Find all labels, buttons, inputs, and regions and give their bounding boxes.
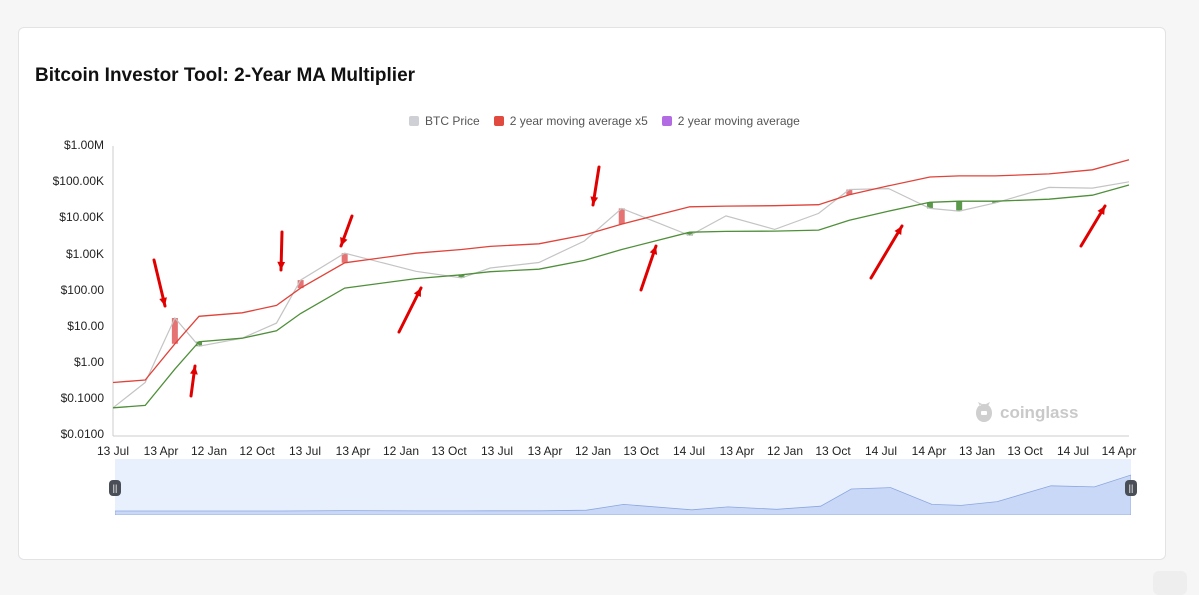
x-tick-label: 14 Apr (1101, 444, 1137, 458)
annotation-arrow (869, 224, 904, 280)
y-tick-label: $0.0100 (60, 427, 104, 441)
legend-label-ma: 2 year moving average (677, 114, 800, 128)
x-tick-label: 13 Jul (288, 444, 322, 458)
annotation-arrow (397, 286, 423, 334)
x-tick-label: 13 Apr (719, 444, 755, 458)
x-tick-label: 13 Oct (623, 444, 659, 458)
y-tick-label: $0.1000 (60, 391, 104, 405)
legend-item-ma[interactable]: 2 year moving average (661, 114, 800, 128)
annotation-arrowhead (190, 366, 198, 375)
x-tick-label: 13 Apr (527, 444, 563, 458)
legend-swatch-ma-x5 (493, 116, 504, 126)
navigator-series (114, 474, 1132, 516)
annotation-arrowhead (277, 261, 286, 270)
x-tick-label: 13 Oct (1007, 444, 1043, 458)
legend-swatch-btc-price (409, 116, 419, 126)
watermark-text: coinglass (1000, 403, 1079, 422)
y-tick-label: $1.00M (63, 138, 104, 152)
x-tick-label: 14 Apr (911, 444, 947, 458)
x-tick-label: 13 Apr (335, 444, 371, 458)
x-tick-label: 12 Jan (382, 444, 420, 458)
chart-title: Bitcoin Investor Tool: 2-Year MA Multipl… (35, 65, 416, 86)
legend-swatch-ma (661, 116, 672, 126)
chart-plot-area (112, 146, 1130, 437)
y-tick-label: $10.00K (59, 210, 104, 224)
x-tick-label: 14 Jul (672, 444, 706, 458)
x-tick-label: 12 Jan (190, 444, 228, 458)
x-tick-label: 12 Jan (574, 444, 612, 458)
ma-line (112, 184, 1130, 409)
y-tick-label: $10.00 (67, 319, 104, 333)
coinglass-logo-icon (976, 402, 992, 422)
x-tick-label: 14 Jul (1056, 444, 1090, 458)
navigator-area (114, 474, 1132, 516)
x-tick-label: 12 Jan (766, 444, 804, 458)
x-tick-label: 12 Oct (239, 444, 275, 458)
legend: BTC Price 2 year moving average x5 2 yea… (409, 113, 800, 129)
x-tick-label: 13 Jan (958, 444, 996, 458)
x-tick-label: 14 Jul (864, 444, 898, 458)
corner-button[interactable] (1153, 571, 1187, 595)
y-tick-label: $100.00 (60, 283, 104, 297)
annotation-arrowhead (159, 297, 167, 306)
x-tick-label: 13 Jul (480, 444, 514, 458)
x-tick-label: 13 Oct (815, 444, 851, 458)
legend-label-ma-x5: 2 year moving average x5 (509, 114, 648, 128)
legend-item-ma-x5[interactable]: 2 year moving average x5 (493, 114, 648, 128)
chart-card: Bitcoin Investor Tool: 2-Year MA Multipl… (18, 27, 1166, 560)
navigator-handle-right[interactable]: || (1125, 480, 1137, 496)
y-tick-label: $1.00 (73, 355, 104, 369)
x-tick-label: 13 Apr (143, 444, 179, 458)
annotation-arrowhead (894, 226, 902, 235)
legend-label-btc-price: BTC Price (425, 114, 480, 128)
btc-price-line (112, 181, 1130, 409)
annotation-arrowhead (413, 288, 421, 297)
annotation-arrowhead (590, 196, 599, 205)
watermark: coinglass (974, 402, 1078, 424)
navigator-handle-left[interactable]: || (109, 480, 121, 496)
y-tick-label: $100.00K (52, 174, 104, 188)
annotation-arrowhead (1097, 206, 1105, 215)
annotation-arrowhead (340, 237, 348, 246)
y-tick-label: $1.00K (65, 247, 104, 261)
legend-item-btc-price[interactable]: BTC Price (409, 114, 480, 128)
x-tick-label: 13 Jul (96, 444, 130, 458)
x-tick-label: 13 Oct (431, 444, 467, 458)
ma-x5-line (112, 159, 1130, 384)
range-navigator[interactable] (114, 459, 1132, 516)
annotation-arrowhead (649, 246, 658, 255)
